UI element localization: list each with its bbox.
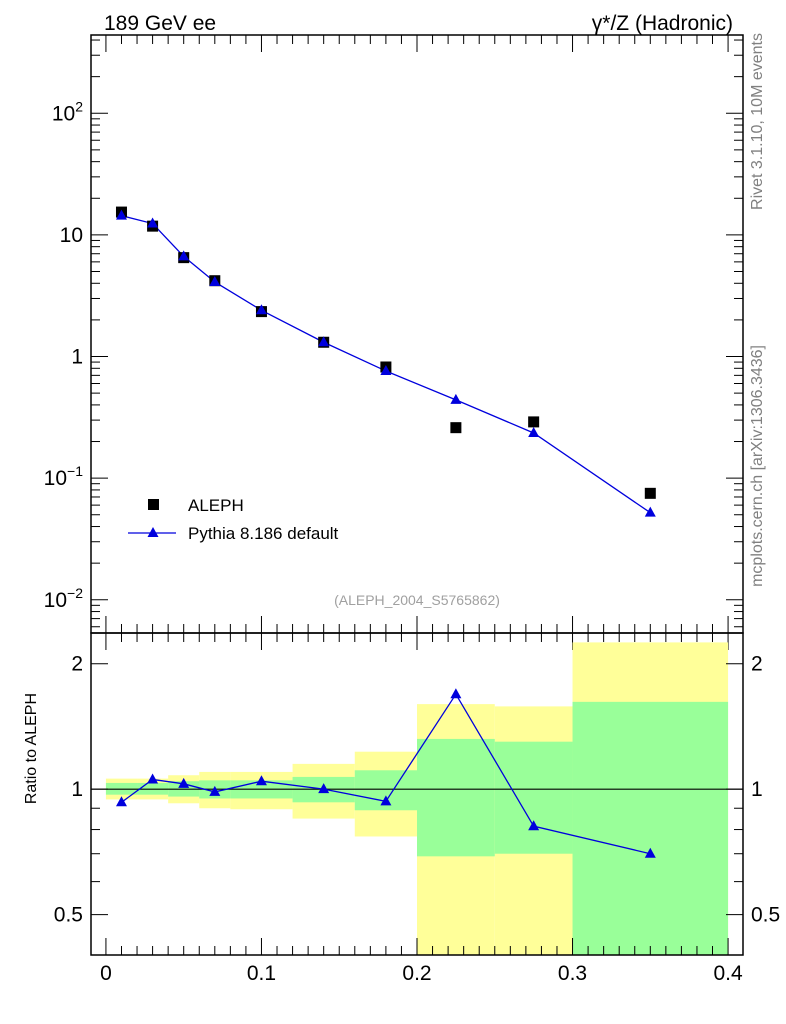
mc-point <box>380 365 392 376</box>
band-inner <box>494 741 573 854</box>
mc-line <box>121 214 651 514</box>
mc-point <box>450 393 462 404</box>
main-frame <box>90 34 744 634</box>
data-point <box>644 487 656 499</box>
mc-point <box>147 217 159 228</box>
ratio-point <box>318 783 330 794</box>
y-tick-label: 10−1 <box>44 463 84 490</box>
legend-marker-mc <box>147 527 159 537</box>
ratio-y-tick-label: 1 <box>71 778 83 801</box>
x-tick-label: 0.4 <box>713 962 743 985</box>
ratio-point <box>255 775 267 786</box>
ratio-point <box>380 795 392 806</box>
ratio-panel: 0 0.1 0.2 0.3 0.4 0.5 0.5 1 1 2 2 Ratio to ALEPH <box>23 632 780 985</box>
ratio-point <box>178 777 190 788</box>
ratio-point <box>115 796 127 807</box>
mc-point <box>115 209 127 220</box>
legend: ALEPH Pythia 8.186 default <box>128 496 339 543</box>
ratio-y-tick-label: 2 <box>71 653 83 676</box>
ratio-ylabel: Ratio to ALEPH <box>23 693 40 804</box>
legend-label-mc: Pythia 8.186 default <box>188 524 339 543</box>
main-panel: 10−2 10−1 1 10 102 ALEPH Pythia 8.186 defaul… <box>44 34 744 650</box>
ratio-y-tick-label-right: 0.5 <box>751 904 780 927</box>
header-right: γ*/Z (Hadronic) <box>592 12 733 35</box>
x-tick-label: 0.2 <box>402 962 431 985</box>
legend-label-data: ALEPH <box>188 496 244 515</box>
ratio-point <box>528 820 540 831</box>
header-left: 189 GeV ee <box>104 12 216 35</box>
ratio-line <box>121 692 651 855</box>
side-label-top: Rivet 3.1.10, 10M events <box>749 33 766 210</box>
legend-marker-data <box>148 499 159 510</box>
ratio-point <box>644 847 656 858</box>
ratio-y-tick-label-right: 2 <box>751 653 763 676</box>
x-tick-label: 0.3 <box>558 962 587 985</box>
data-point <box>450 422 462 434</box>
band-inner <box>417 738 495 857</box>
ratio-point <box>209 785 221 796</box>
mc-point <box>528 427 540 438</box>
band-inner <box>572 701 729 955</box>
data-point <box>528 416 540 428</box>
mc-point <box>178 250 190 261</box>
mc-point <box>318 336 330 347</box>
ratio-y-tick-label-right: 1 <box>751 778 763 801</box>
ratio-point <box>450 688 462 699</box>
ratio-frame <box>90 632 744 956</box>
y-tick-label: 1 <box>71 346 83 369</box>
ratio-point <box>147 773 159 784</box>
mc-point <box>209 275 221 286</box>
ratio-y-tick-label: 0.5 <box>54 904 83 927</box>
analysis-id: (ALEPH_2004_S5765862) <box>334 592 500 608</box>
y-tick-label: 10−2 <box>44 585 84 612</box>
y-tick-label: 10 <box>60 224 83 247</box>
mc-point <box>255 304 267 315</box>
y-tick-label: 102 <box>52 98 83 125</box>
mc-point <box>644 506 656 517</box>
side-label-bottom: mcplots.cern.ch [arXiv:1306.3436] <box>749 345 766 587</box>
x-tick-label: 0 <box>100 962 112 985</box>
x-tick-label: 0.1 <box>247 962 276 985</box>
